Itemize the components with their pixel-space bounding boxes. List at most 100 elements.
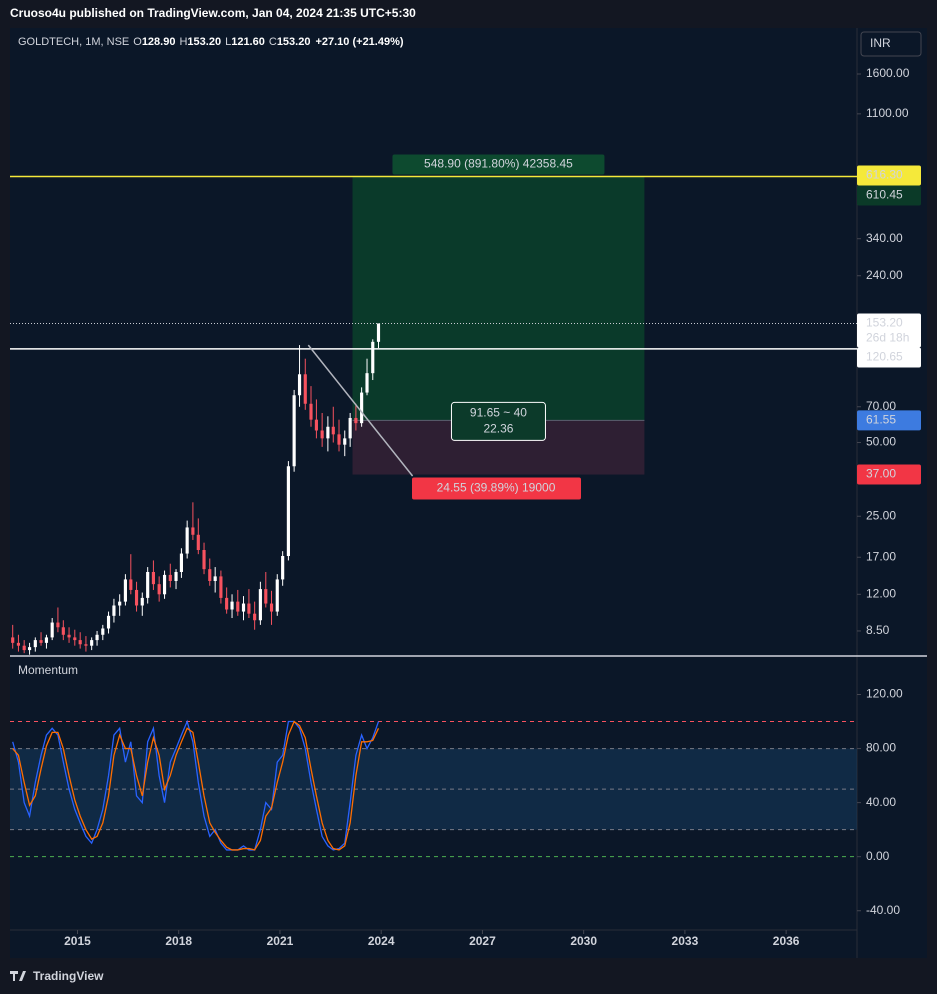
candle-body [168, 574, 172, 581]
candle-body [50, 622, 54, 638]
candle-body [112, 605, 116, 616]
candle-body [236, 601, 240, 612]
y-tick-label: 340.00 [866, 231, 903, 245]
price-label-bg [857, 165, 921, 186]
momentum-line [12, 719, 380, 851]
change: +27.10 (+21.49%) [315, 36, 403, 48]
target-label-bg [392, 154, 605, 175]
candle-body [354, 417, 358, 424]
candle-body [16, 642, 21, 646]
candle-body [360, 392, 364, 424]
candle-body [292, 395, 296, 467]
candle-body [191, 527, 195, 535]
candle-body [225, 597, 229, 610]
y-tick-label: 17.00 [866, 549, 896, 563]
logo-mark [10, 971, 26, 981]
price-label-bg [857, 410, 921, 431]
candle-body [286, 466, 290, 557]
candle-body [11, 637, 15, 643]
candle-body [151, 571, 155, 585]
y-tick-label: 40.00 [866, 795, 896, 809]
candle-body [61, 627, 65, 635]
candle-body [348, 417, 352, 439]
candle-body [129, 579, 133, 590]
candle-body [146, 571, 150, 598]
candle-body [101, 628, 105, 635]
band [10, 748, 857, 830]
x-tick-label: 2021 [267, 934, 294, 948]
x-tick-label: 2024 [368, 934, 395, 948]
candle-body [196, 534, 200, 550]
candle-body [309, 403, 313, 420]
candle-body [27, 647, 32, 651]
candle-body [241, 603, 246, 612]
currency-button[interactable] [860, 31, 922, 57]
candle-body [118, 601, 122, 606]
y-tick-label: 70.00 [866, 399, 896, 413]
symbol-line: GOLDTECH, 1M, NSE O128.90 H153.20 L121.60 C1… [18, 36, 404, 48]
candle-body [365, 373, 369, 393]
candle-body [157, 584, 161, 595]
ohlc-key: C [269, 36, 277, 48]
candle-body [320, 430, 324, 439]
y-tick-label: 25.00 [866, 508, 896, 522]
currency[interactable]: INR [870, 36, 891, 50]
candle-body [185, 527, 189, 554]
candle-body [297, 374, 302, 396]
candle-body [337, 434, 341, 445]
y-tick-label: 50.00 [866, 435, 896, 449]
y-tick-label: 1600.00 [866, 66, 910, 80]
price-label: 610.45 [866, 188, 903, 202]
center-label: 22.36 [483, 422, 513, 436]
candle-body [56, 622, 60, 628]
price-label-bg [857, 185, 921, 206]
profit-zone [352, 176, 645, 421]
stop-label: 24.55 (39.89%) 19000 [437, 481, 556, 495]
candle-body [314, 419, 318, 431]
candle-body [67, 634, 71, 638]
candle-body [202, 549, 206, 570]
y-tick-label: -40.00 [866, 903, 900, 917]
candle-body [134, 589, 139, 606]
candle-body [174, 571, 178, 581]
indicator-title: Momentum [18, 663, 78, 677]
y-tick-label: 120.00 [866, 687, 903, 701]
momentum-line [12, 720, 380, 851]
candle-body [213, 576, 217, 581]
y-tick-label: 80.00 [866, 741, 896, 755]
y-tick-label: 0.00 [866, 849, 890, 863]
x-tick-label: 2036 [773, 934, 800, 948]
y-tick-label: 240.00 [866, 268, 903, 282]
ohlc-value: 121.60 [231, 36, 265, 48]
x-tick-label: 2030 [570, 934, 597, 948]
ohlc-value: 153.20 [187, 36, 221, 48]
candle-body [331, 426, 335, 435]
candle-body [303, 374, 307, 404]
trend-line [307, 344, 414, 477]
candle-body [90, 640, 94, 646]
candle-body [179, 553, 184, 572]
candle-body [253, 613, 257, 621]
price-label: 616.30 [866, 168, 903, 182]
brand-logo [10, 971, 26, 981]
candle-body [258, 589, 262, 621]
candle-body [123, 579, 127, 602]
price-label-bg [857, 347, 921, 368]
candle-body [264, 589, 268, 604]
candle-body [44, 637, 49, 643]
x-tick-label: 2015 [64, 934, 91, 948]
price-label: 61.55 [866, 413, 896, 427]
ohlc-key: L [225, 36, 231, 48]
candle-body [39, 640, 43, 643]
y-tick-label: 1100.00 [866, 106, 909, 120]
candle-body [230, 601, 234, 610]
candle-body [371, 341, 375, 374]
candle-body [343, 438, 347, 445]
candle-body [84, 644, 88, 646]
candle-body [73, 637, 77, 641]
stop-label-bg [412, 477, 581, 500]
ohlc-key: O [133, 36, 142, 48]
symbol: GOLDTECH, 1M, NSE [18, 36, 129, 48]
candle-body [78, 640, 82, 645]
